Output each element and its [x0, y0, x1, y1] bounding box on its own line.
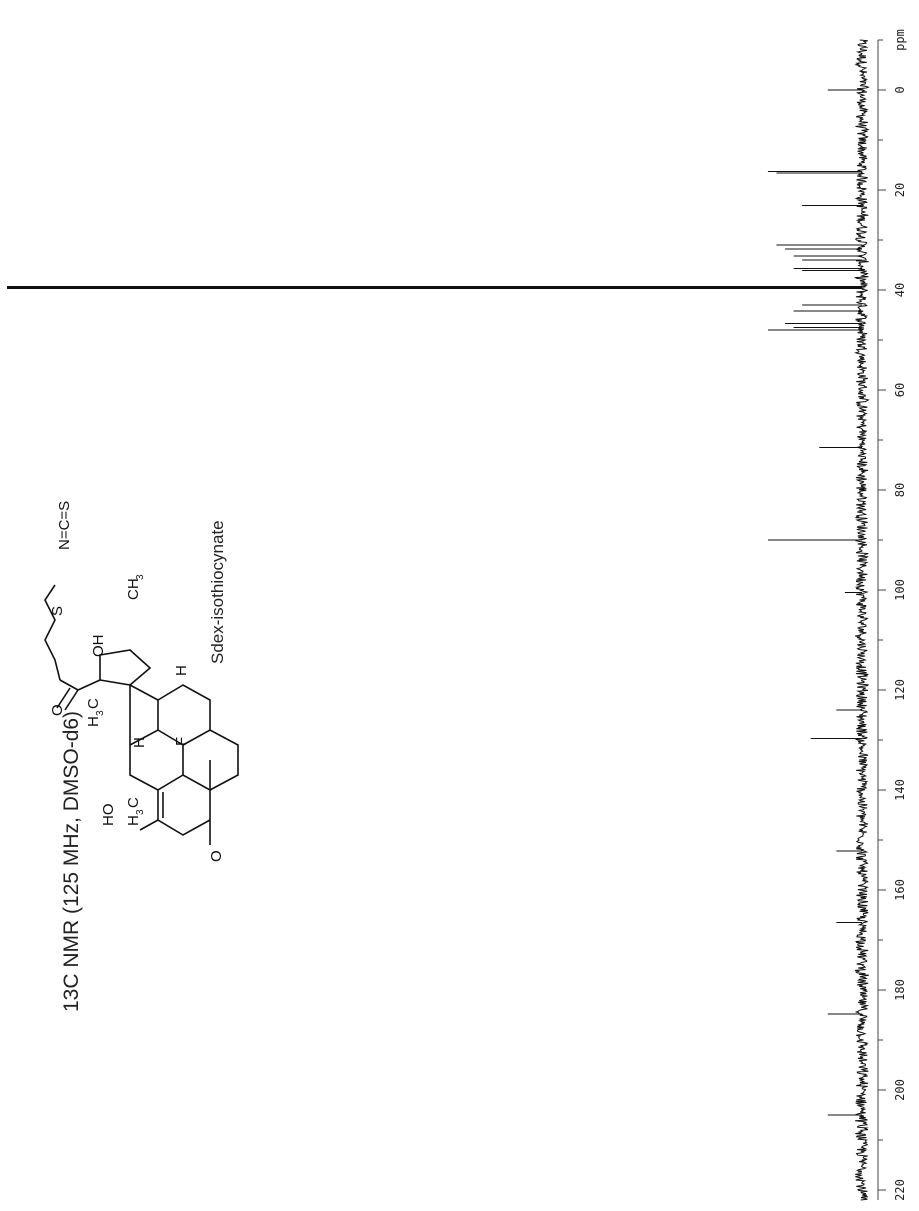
chemical-structure: O HO H 3 C H 3 C H F H O OH CH 3 S N=C=S — [44, 501, 239, 862]
svg-text:H: H — [85, 716, 102, 727]
fluorine-9: F — [173, 737, 190, 746]
baseline-trace — [853, 39, 870, 1201]
methyl-16: CH 3 — [125, 574, 146, 600]
sulfur-atom: S — [49, 606, 66, 616]
svg-text:3: 3 — [135, 574, 146, 580]
spectrum-plot — [7, 39, 870, 1201]
axis-unit-label: ppm — [893, 29, 907, 51]
axis-ticks: 0 20 40 60 80 100 120 140 160 180 200 220 — [878, 39, 907, 1201]
svg-text:CH: CH — [125, 578, 142, 600]
methyl-13: H 3 C — [85, 698, 106, 727]
baseline-noise — [853, 39, 870, 1201]
svg-text:C: C — [85, 698, 102, 709]
peak-group — [7, 89, 862, 1116]
tick-label-5: 100 — [893, 579, 907, 601]
tick-label-1: 20 — [893, 183, 907, 197]
ppm-axis: 0 20 40 60 80 100 120 140 160 180 200 220 ppm — [877, 29, 907, 1201]
tick-label-4: 80 — [893, 483, 907, 497]
compound-name: Sdex-isothiocynate — [208, 520, 227, 664]
hydrogen-14: H — [173, 665, 190, 676]
tick-label-2: 40 — [893, 283, 907, 297]
hydroxyl-11: HO — [100, 804, 117, 827]
carbonyl-oxygen-20: O — [49, 704, 66, 716]
tick-label-8: 160 — [893, 879, 907, 901]
tick-label-6: 120 — [893, 679, 907, 701]
spectrum-title: 13C NMR (125 MHz, DMSO-d6) — [60, 711, 83, 1012]
tick-label-9: 180 — [893, 979, 907, 1001]
tick-label-11: 220 — [893, 1179, 907, 1201]
svg-text:3: 3 — [95, 710, 106, 716]
svg-text:H: H — [125, 815, 142, 826]
svg-text:C: C — [125, 797, 142, 808]
tick-label-7: 140 — [893, 779, 907, 801]
hydroxyl-17: OH — [90, 635, 107, 658]
tick-label-10: 200 — [893, 1079, 907, 1101]
methyl-10: H 3 C — [125, 797, 146, 826]
tick-label-3: 60 — [893, 383, 907, 397]
hydrogen-8: H — [131, 737, 148, 748]
steroid-skeleton — [44, 584, 239, 845]
tick-label-0: 0 — [893, 86, 907, 93]
ketone-oxygen: O — [208, 850, 225, 862]
isothiocyanate-group: N=C=S — [56, 501, 73, 550]
svg-text:3: 3 — [135, 809, 146, 815]
